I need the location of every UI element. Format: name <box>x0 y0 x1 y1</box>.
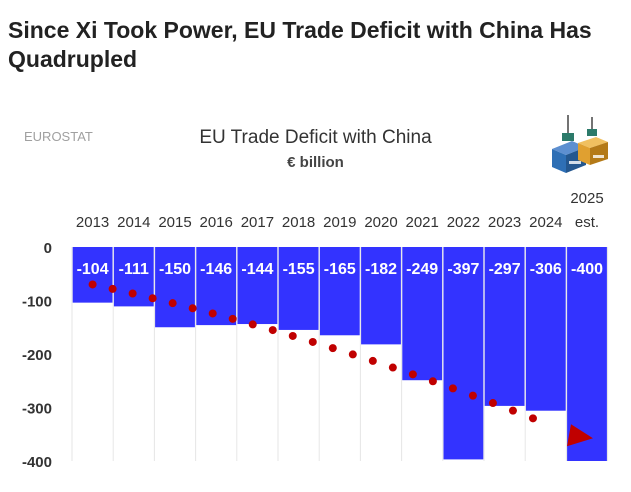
y-tick-label: 0 <box>44 240 52 257</box>
y-tick-label: -400 <box>22 454 52 471</box>
y-tick-label: -100 <box>22 294 52 311</box>
bar <box>402 247 443 381</box>
trend-dot <box>308 337 317 346</box>
trend-dot <box>428 377 437 386</box>
data-label: -155 <box>283 261 315 278</box>
trend-dot <box>348 350 357 359</box>
data-label: -397 <box>447 261 479 278</box>
trend-dot <box>468 391 477 400</box>
x-tick-label: 2021 <box>406 214 439 231</box>
bar <box>319 247 360 336</box>
x-tick-label: 2017 <box>241 214 274 231</box>
chart-subtitle: € billion <box>287 154 344 171</box>
trend-dot <box>228 314 237 323</box>
x-tick-label: 2022 <box>447 214 480 231</box>
data-label: -182 <box>365 261 397 278</box>
trend-dot <box>448 384 457 393</box>
data-label: -297 <box>489 261 521 278</box>
bar <box>237 247 278 325</box>
trend-dot <box>328 344 337 353</box>
trend-dot <box>508 406 517 415</box>
x-tick-label: 2024 <box>529 214 562 231</box>
data-label: -400 <box>571 261 603 278</box>
chart-title: EU Trade Deficit with China <box>199 127 432 148</box>
y-tick-label: -300 <box>22 401 52 418</box>
trend-dot <box>388 363 397 372</box>
bar <box>443 247 484 460</box>
source-label: EUROSTAT <box>24 129 93 144</box>
data-label: -306 <box>530 261 562 278</box>
trend-dot <box>488 399 497 408</box>
trend-dot <box>288 331 297 340</box>
bar <box>567 247 607 461</box>
bar <box>484 247 525 406</box>
trend-dot <box>248 320 257 329</box>
trend-dot <box>268 326 277 335</box>
bar <box>525 247 566 411</box>
x-tick-label: 2020 <box>364 214 397 231</box>
trend-dot <box>148 294 157 303</box>
trend-dot <box>168 299 177 308</box>
shipping-containers-icon <box>548 115 608 182</box>
x-tick-label: 2018 <box>282 214 315 231</box>
data-label: -249 <box>406 261 438 278</box>
trend-dot <box>128 289 137 298</box>
trend-dot <box>88 280 97 289</box>
x-tick-label: 2014 <box>117 214 150 231</box>
trend-dot <box>208 309 217 318</box>
bar <box>361 247 401 345</box>
trend-dot <box>368 356 377 365</box>
x-tick-label: 2025 est. <box>570 190 603 231</box>
bar <box>278 247 319 330</box>
bar <box>155 247 195 328</box>
trend-dot <box>108 284 117 293</box>
trend-dot <box>408 370 417 379</box>
x-tick-label: 2016 <box>200 214 233 231</box>
x-tick-label: 2023 <box>488 214 521 231</box>
data-label: -144 <box>241 261 273 278</box>
headline: Since Xi Took Power, EU Trade Deficit wi… <box>8 17 592 72</box>
trend-dot <box>188 304 197 313</box>
y-tick-label: -200 <box>22 347 52 364</box>
trend-dot <box>528 414 537 423</box>
data-label: -111 <box>119 261 149 278</box>
x-tick-label: 2015 <box>158 214 191 231</box>
x-tick-label: 2013 <box>76 214 109 231</box>
data-label: -146 <box>200 261 232 278</box>
bar <box>72 247 113 303</box>
data-label: -104 <box>77 261 109 278</box>
data-label: -165 <box>324 261 356 278</box>
trend-arrowhead <box>567 424 593 447</box>
data-label: -150 <box>159 261 191 278</box>
x-tick-label: 2019 <box>323 214 356 231</box>
